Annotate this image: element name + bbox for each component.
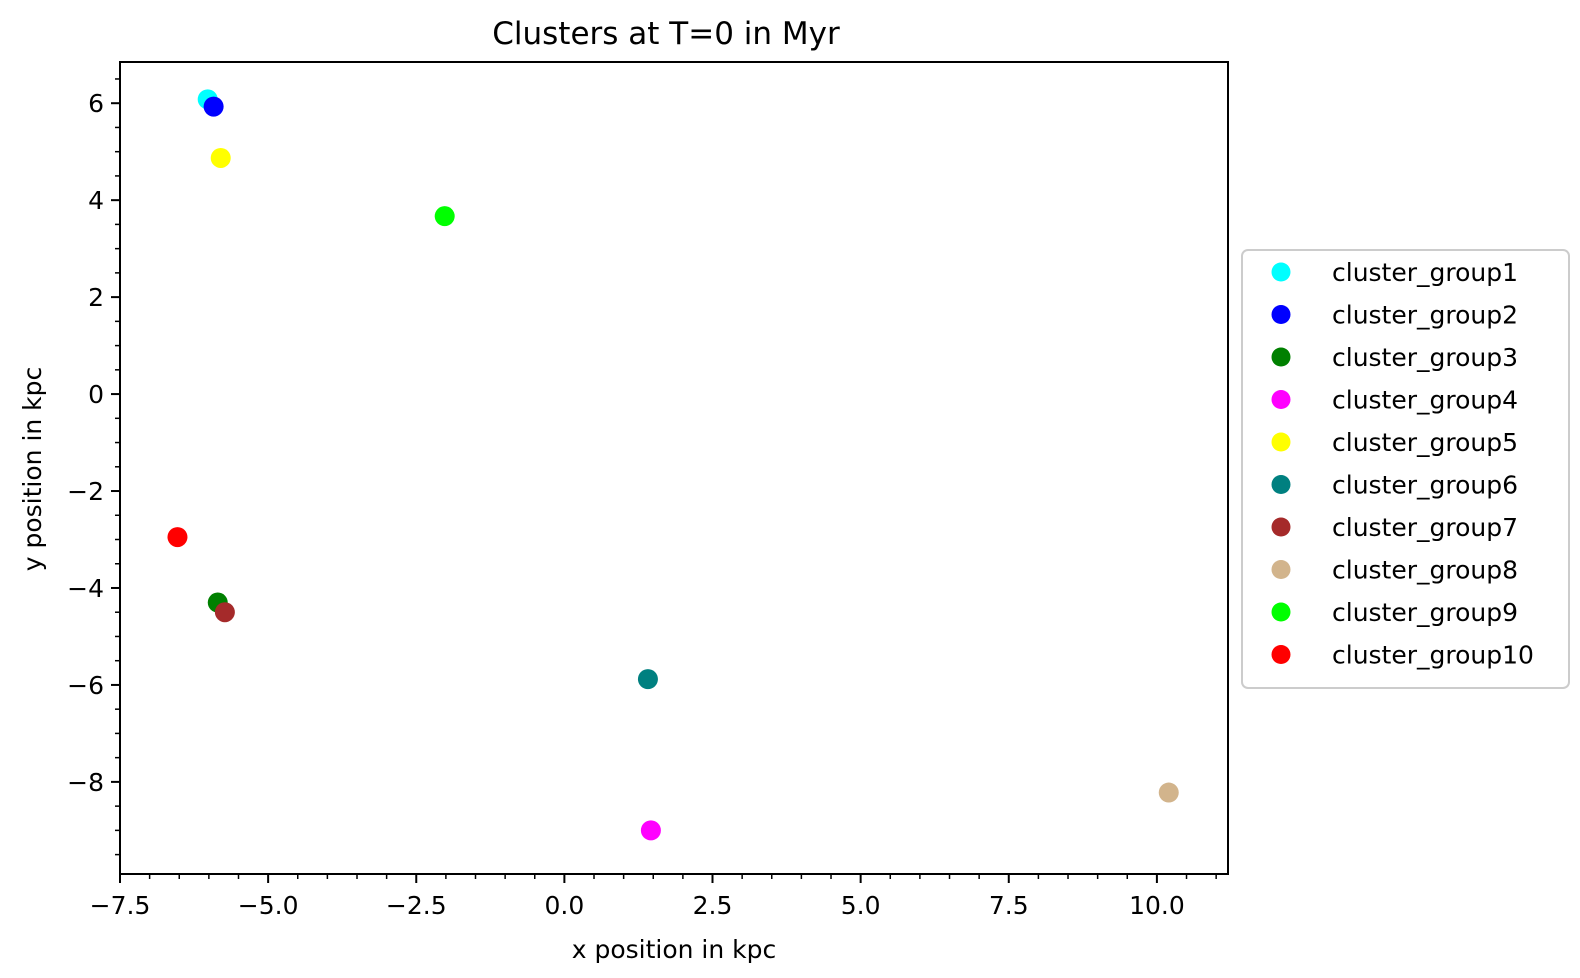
legend-label: cluster_group10 [1332,641,1534,670]
point-cluster_group4 [640,820,661,841]
legend-marker [1271,602,1291,622]
x-tick-label: 0.0 [545,891,585,920]
legend-marker [1271,305,1291,324]
y-tick-label: −2 [67,477,104,506]
x-tick-label: −7.5 [90,891,151,920]
legend-marker [1271,347,1291,367]
legend-marker [1271,432,1291,452]
x-axis: −7.5 −5.0 −2.5 0.0 2.5 5.0 7.5 10.0 [90,874,1217,920]
point-cluster_group6 [637,669,658,690]
point-cluster_group9 [434,206,455,227]
legend-marker [1271,262,1291,282]
x-tick-label: −2.5 [386,891,447,920]
legend: cluster_group1 cluster_group2 cluster_grou… [1241,249,1570,689]
point-cluster_group10 [167,527,188,548]
x-tick-label: 10.0 [1129,891,1185,920]
x-axis-label: x position in kpc [572,935,777,964]
plot-background [120,62,1228,874]
y-axis-label: y position in kpc [18,367,47,572]
legend-label: cluster_group5 [1332,428,1518,457]
legend-marker [1271,390,1291,409]
y-tick-label: 4 [88,186,104,215]
point-cluster_group8 [1158,782,1179,803]
plot-frame [119,61,1229,875]
point-cluster_group5 [210,147,231,168]
legend-label: cluster_group3 [1332,343,1518,372]
legend-marker [1271,475,1291,494]
legend-marker [1271,560,1291,579]
plot-area [120,62,1228,874]
legend-frame [1241,249,1570,689]
x-tick-label: 7.5 [989,891,1029,920]
legend-label: cluster_group9 [1332,598,1518,627]
legend-marker [1271,645,1291,664]
x-tick-label: 5.0 [841,891,881,920]
legend-label: cluster_group6 [1332,471,1518,500]
legend-label: cluster_group7 [1332,513,1518,542]
y-tick-label: 0 [88,380,104,409]
legend-marker [1271,517,1291,537]
y-tick-label: −6 [67,671,104,700]
data-points [167,89,1179,841]
y-tick-label: −8 [67,768,104,797]
y-tick-label: −4 [67,574,104,603]
y-tick-label: 2 [88,283,104,312]
x-tick-label: 2.5 [693,891,733,920]
legend-label: cluster_group8 [1332,556,1518,585]
y-tick-label: 6 [88,89,104,118]
legend-label: cluster_group1 [1332,258,1518,287]
y-axis: 6 4 2 0 −2 −4 −6 −8 [67,78,120,856]
legend-label: cluster_group4 [1332,386,1518,415]
x-tick-label: −5.0 [238,891,299,920]
chart-title: Clusters at T=0 in Myr [492,16,840,52]
point-cluster_group2 [203,96,224,117]
point-cluster_group7 [214,602,235,623]
legend-label: cluster_group2 [1332,301,1518,330]
